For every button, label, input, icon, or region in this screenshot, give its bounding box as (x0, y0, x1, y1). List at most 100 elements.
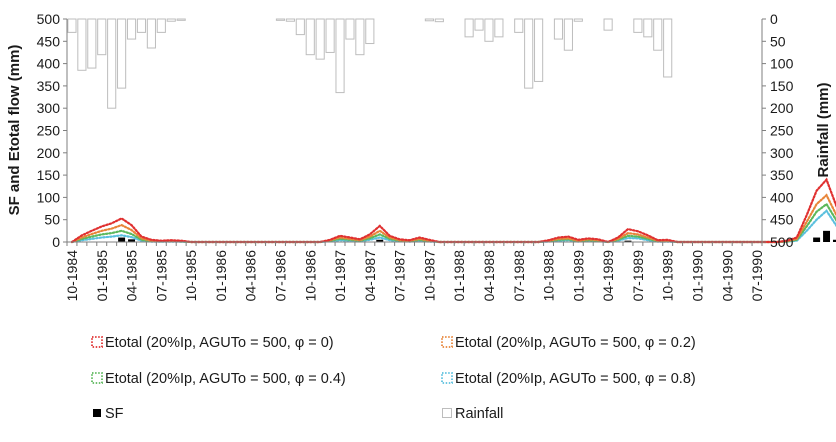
x-tick-label: 01-1985 (94, 250, 110, 302)
y-tick-label-right: 300 (770, 145, 794, 161)
sf-bar (376, 239, 384, 242)
rainfall-bar (633, 18, 643, 33)
rainfall-bar (524, 18, 534, 89)
rainfall-bar (156, 18, 166, 33)
etotal-line (70, 177, 836, 244)
y-tick-label-right: 250 (770, 123, 794, 139)
legend-swatch (442, 408, 452, 418)
etotal-line (70, 193, 836, 244)
x-axis-ticks: 10-1984 01-1985 04-1985 07-1985 10-1985 01-19… (64, 242, 765, 301)
y-tick-label-left: 0 (52, 234, 60, 250)
y-tick-label-right: 0 (770, 11, 778, 27)
left-axis-title: SF and Etotal flow (mm) (6, 45, 23, 216)
x-tick-label: 10-1985 (183, 250, 199, 302)
legend-swatch (91, 336, 103, 348)
rainfall-bar (107, 18, 117, 109)
legend-label: Etotal (20%Ip, AGUTo = 500, φ = 0) (105, 335, 334, 351)
rainfall-bar (117, 18, 127, 89)
x-tick-label: 07-1987 (392, 250, 408, 302)
rainfall-bar (573, 18, 583, 22)
sf-bar (118, 237, 126, 242)
x-tick-label: 07-1985 (153, 250, 169, 302)
y-tick-label-left: 400 (37, 56, 61, 72)
legend-label: Etotal (20%Ip, AGUTo = 500, φ = 0.4) (105, 371, 346, 387)
y-tick-label-left: 250 (37, 123, 61, 139)
rainfall-bar (305, 18, 315, 56)
y-tick-label-right: 100 (770, 56, 794, 72)
x-tick-label: 07-1988 (511, 250, 527, 302)
y-tick-label-right: 350 (770, 167, 794, 183)
x-tick-label: 01-1988 (451, 250, 467, 302)
left-axis-ticks: 0 50 100 150 200 250 300 350 400 450 500 (37, 11, 67, 250)
rainfall-bar (653, 18, 663, 51)
rainfall-bar (315, 18, 325, 60)
y-tick-label-right: 450 (770, 212, 794, 228)
rainfall-bar (424, 18, 434, 22)
rainfall-bar (275, 18, 286, 21)
etotal-line (70, 202, 836, 244)
x-tick-label: 07-1990 (749, 250, 765, 302)
etotal-line (70, 209, 836, 244)
sf-bar (624, 240, 632, 242)
y-tick-label-right: 500 (770, 234, 794, 250)
x-tick-label: 04-1986 (243, 250, 259, 302)
rainfall-bar (345, 18, 355, 40)
rainfall-bar (176, 18, 186, 21)
rainfall-bar (563, 18, 573, 51)
rainfall-bar (603, 18, 613, 31)
x-tick-label: 10-1987 (421, 250, 437, 302)
rainfall-bar (474, 18, 484, 31)
y-tick-label-left: 300 (37, 100, 61, 116)
legend-label: SF (105, 406, 124, 422)
x-tick-label: 07-1989 (630, 250, 646, 302)
x-tick-label: 10-1986 (302, 250, 318, 302)
rainfall-bar (365, 18, 375, 45)
x-tick-label: 04-1987 (362, 250, 378, 302)
x-tick-label: 04-1990 (719, 250, 735, 302)
etotal-lines (70, 177, 836, 244)
rainfall-bar (97, 18, 107, 56)
sf-bar (823, 230, 831, 242)
rainfall-bar (126, 18, 137, 40)
x-tick-label: 04-1988 (481, 250, 497, 302)
y-tick-label-left: 500 (37, 11, 61, 27)
rainfall-bar (434, 18, 444, 23)
sf-bar (813, 237, 821, 242)
y-tick-label-right: 200 (770, 100, 794, 116)
x-tick-label: 10-1988 (541, 250, 557, 302)
y-tick-label-left: 100 (37, 189, 61, 205)
x-tick-label: 07-1986 (273, 250, 289, 302)
legend: Etotal (20%Ip, AGUTo = 500, φ = 0) Etotal… (91, 335, 696, 422)
y-tick-label-left: 450 (37, 33, 61, 49)
rainfall-bar (295, 18, 305, 36)
x-tick-label: 01-1986 (213, 250, 229, 302)
x-tick-label: 01-1990 (690, 250, 706, 302)
rainfall-bar (464, 18, 474, 38)
y-tick-label-left: 200 (37, 145, 61, 161)
rainfall-bar (136, 18, 147, 33)
legend-swatch (441, 372, 453, 384)
rainfall-bar (67, 18, 77, 33)
x-tick-label: 10-1989 (660, 250, 676, 302)
legend-label: Etotal (20%Ip, AGUTo = 500, φ = 0.8) (455, 371, 696, 387)
rainfall-bar (77, 18, 87, 71)
legend-swatch (93, 409, 101, 417)
rainfall-bar (87, 18, 97, 69)
y-tick-label-left: 50 (44, 212, 60, 228)
sf-bar (832, 239, 836, 242)
rainfall-bar (166, 18, 176, 22)
x-tick-label: 10-1984 (64, 250, 80, 302)
legend-swatch (91, 372, 103, 384)
legend-label: Rainfall (455, 406, 503, 422)
rainfall-bar (325, 18, 335, 53)
legend-label: Etotal (20%Ip, AGUTo = 500, φ = 0.2) (455, 335, 696, 351)
rainfall-bar (335, 18, 345, 94)
rainfall-bars (67, 18, 673, 109)
axes (66, 19, 763, 243)
right-axis-ticks: 0 50 100 150 200 250 300 350 400 450 500 (762, 11, 794, 250)
sf-bars (118, 230, 836, 242)
rainfall-bar (514, 18, 524, 33)
rainfall-bar (534, 18, 544, 82)
right-axis-title: Rainfall (mm) (815, 82, 832, 177)
rainfall-bar (355, 18, 365, 56)
